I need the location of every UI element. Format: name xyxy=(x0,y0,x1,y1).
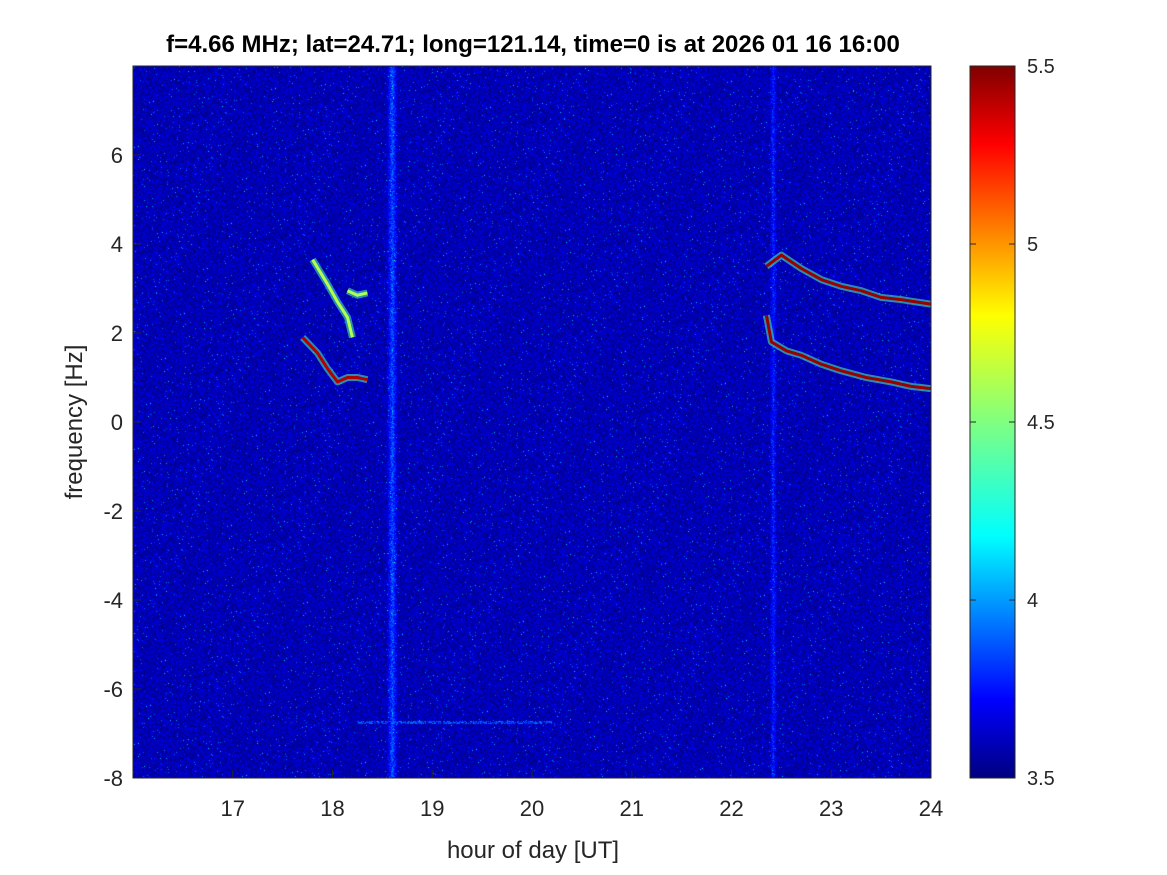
x-axis: 17 18 19 20 21 22 23 24 xyxy=(221,770,943,821)
trace-0 xyxy=(301,336,368,384)
x-tick-label: 20 xyxy=(520,796,544,821)
colorbar-tick-label: 4.5 xyxy=(1027,412,1055,434)
trace-3 xyxy=(764,314,931,391)
y-tick-label: 0 xyxy=(111,410,123,435)
x-tick-label: 24 xyxy=(919,796,943,821)
y-tick-label: -2 xyxy=(103,499,123,524)
y-tick-label: 2 xyxy=(111,321,123,346)
y-tick-label: 6 xyxy=(111,143,123,168)
x-tick-label: 18 xyxy=(320,796,344,821)
y-axis-label: frequency [Hz] xyxy=(61,345,88,500)
x-tick-label: 22 xyxy=(719,796,743,821)
y-tick-label: -8 xyxy=(103,766,123,791)
x-tick-label: 23 xyxy=(819,796,843,821)
spectrogram-plot-area xyxy=(132,65,932,779)
x-axis-label: hour of day [UT] xyxy=(447,837,619,864)
x-tick-label: 21 xyxy=(620,796,644,821)
colorbar-ticks: 3.5 4 4.5 5 5.5 xyxy=(970,56,1055,790)
trace-1 xyxy=(311,258,354,338)
x-tick-label: 19 xyxy=(420,796,444,821)
x-tick-label: 17 xyxy=(221,796,245,821)
y-tick-label: -4 xyxy=(103,588,123,613)
y-tick-label: 4 xyxy=(111,232,123,257)
trace-4 xyxy=(765,253,931,306)
colorbar-gradient xyxy=(969,65,1016,779)
colorbar-tick-label: 5 xyxy=(1027,234,1038,256)
colorbar-tick-label: 3.5 xyxy=(1027,768,1055,790)
y-axis: -8 -6 -4 -2 0 2 4 6 xyxy=(103,143,141,791)
colorbar-tick-label: 4 xyxy=(1027,590,1038,612)
colorbar-tick-label: 5.5 xyxy=(1027,56,1055,78)
spectrogram-heatmap xyxy=(133,66,931,778)
y-tick-label: -6 xyxy=(103,677,123,702)
colorbar: 3.5 4 4.5 5 5.5 xyxy=(969,56,1055,790)
trace-layer xyxy=(300,251,931,393)
chart-title: f=4.66 MHz; lat=24.71; long=121.14, time… xyxy=(166,31,900,58)
trace-2 xyxy=(346,289,368,297)
